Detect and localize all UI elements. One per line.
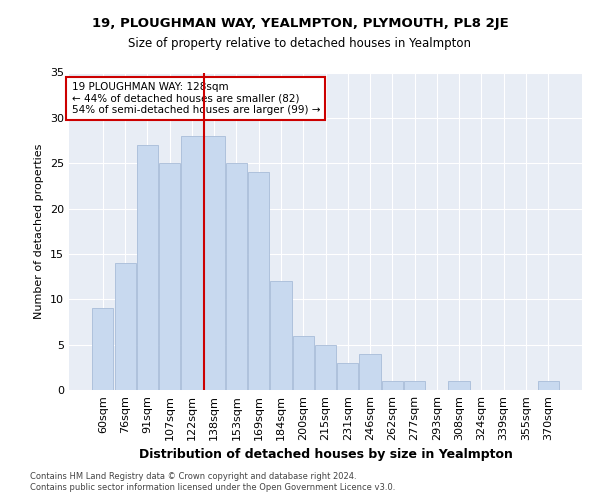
X-axis label: Distribution of detached houses by size in Yealmpton: Distribution of detached houses by size …: [139, 448, 512, 462]
Bar: [115, 263, 136, 390]
Bar: [538, 381, 559, 390]
Bar: [181, 136, 203, 390]
Bar: [92, 308, 113, 390]
Bar: [293, 336, 314, 390]
Bar: [382, 381, 403, 390]
Bar: [226, 163, 247, 390]
Bar: [448, 381, 470, 390]
Text: Contains public sector information licensed under the Open Government Licence v3: Contains public sector information licen…: [30, 484, 395, 492]
Bar: [137, 145, 158, 390]
Bar: [337, 363, 358, 390]
Text: Size of property relative to detached houses in Yealmpton: Size of property relative to detached ho…: [128, 38, 472, 51]
Bar: [248, 172, 269, 390]
Bar: [404, 381, 425, 390]
Y-axis label: Number of detached properties: Number of detached properties: [34, 144, 44, 319]
Text: 19 PLOUGHMAN WAY: 128sqm
← 44% of detached houses are smaller (82)
54% of semi-d: 19 PLOUGHMAN WAY: 128sqm ← 44% of detach…: [71, 82, 320, 115]
Text: Contains HM Land Registry data © Crown copyright and database right 2024.: Contains HM Land Registry data © Crown c…: [30, 472, 356, 481]
Bar: [271, 281, 292, 390]
Bar: [203, 136, 225, 390]
Bar: [315, 344, 336, 390]
Bar: [159, 163, 180, 390]
Text: 19, PLOUGHMAN WAY, YEALMPTON, PLYMOUTH, PL8 2JE: 19, PLOUGHMAN WAY, YEALMPTON, PLYMOUTH, …: [92, 18, 508, 30]
Bar: [359, 354, 380, 390]
